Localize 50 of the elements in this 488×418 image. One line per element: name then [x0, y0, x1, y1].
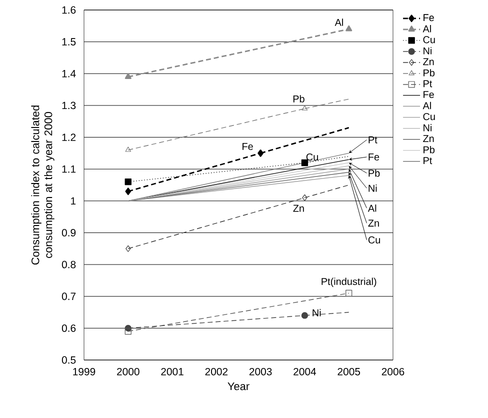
x-tick-label: 2006 — [382, 368, 404, 376]
x-tick-label: 2000 — [117, 368, 140, 376]
legend-label: Cu — [423, 36, 435, 44]
y-tick-label: 0.6 — [62, 324, 76, 332]
y-tick-label: 0.9 — [62, 229, 76, 236]
legend-label: Fe — [424, 91, 434, 98]
annotation: Al — [368, 204, 376, 212]
x-tick-label: 2001 — [161, 368, 184, 376]
legend-label: Pb — [424, 146, 435, 154]
y-tick-label: 1.5 — [62, 38, 76, 46]
x-tick-label: 2004 — [294, 368, 316, 376]
y-tick-label: 0.7 — [62, 292, 76, 300]
x-tick-label: 1999 — [73, 368, 96, 376]
annotation: Ni — [312, 309, 321, 316]
annotation: Pb — [293, 95, 304, 102]
x-tick-label: 2005 — [338, 368, 360, 376]
annotation: Al — [334, 18, 343, 26]
annotation: Ni — [368, 184, 377, 192]
annotation: Fe — [242, 143, 253, 150]
annotation: Pt(industrial) — [322, 278, 376, 287]
y-tick-label: 1 — [71, 197, 76, 205]
annotation: Cu — [306, 153, 318, 161]
y-tick-label: 1.3 — [62, 102, 76, 110]
legend-label: Zn — [423, 58, 434, 66]
y-tick-label: 1.6 — [62, 6, 76, 14]
annotation: Zn — [293, 204, 304, 212]
legend-label: Pt — [424, 157, 432, 164]
legend-label: Fe — [424, 14, 434, 22]
annotation: Pt — [368, 136, 378, 144]
legend-label: Cu — [423, 113, 435, 120]
legend-label: Zn — [423, 135, 434, 142]
y-tick-label: 0.5 — [62, 356, 76, 364]
annotation: Fe — [368, 154, 380, 160]
y-axis-title: Consumption index to calculated consumption at the year 2000 — [31, 106, 54, 265]
y-tick-label: 1.4 — [62, 70, 76, 78]
legend-label: Al — [422, 102, 431, 110]
annotation: Zn — [368, 220, 379, 227]
legend-label: Ni — [424, 124, 432, 132]
annotation: Pb — [368, 169, 380, 177]
x-tick-label: 2003 — [249, 368, 272, 376]
x-tick-label: 2002 — [205, 368, 228, 376]
legend-label: Ni — [424, 47, 432, 54]
legend-label: Al — [422, 24, 431, 32]
annotation: Cu — [368, 236, 380, 244]
legend-label: Pb — [424, 69, 435, 76]
x-axis-title: Year — [228, 382, 250, 390]
y-tick-label: 1.1 — [62, 166, 76, 173]
y-tick-label: 1.2 — [62, 134, 76, 141]
y-tick-label: 0.8 — [62, 260, 76, 268]
legend-label: Pt — [424, 80, 432, 88]
